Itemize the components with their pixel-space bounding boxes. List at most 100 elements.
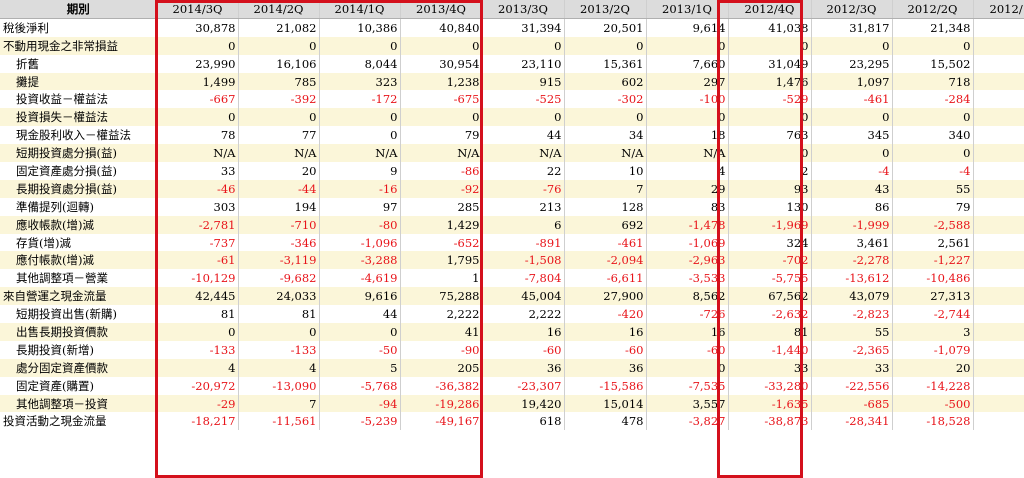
value-cell: 15,502 <box>892 54 974 73</box>
value-cell: 10 <box>564 162 647 180</box>
value-cell: 478 <box>564 412 647 431</box>
value-cell: -5,0 <box>973 269 1024 288</box>
row-label: 長期投資(新增) <box>0 340 158 359</box>
value-cell: 15,014 <box>564 394 647 413</box>
value-cell: -5,239 <box>319 412 401 431</box>
value-cell: N/A <box>646 144 729 163</box>
value-cell: -3,119 <box>238 251 320 270</box>
value-cell: 79 <box>892 197 974 216</box>
value-cell: 618 <box>482 412 565 431</box>
value-cell: 0 <box>238 323 320 341</box>
value-cell: 81 <box>157 305 239 324</box>
value-cell: 0 <box>238 36 320 55</box>
value-cell <box>973 179 1024 198</box>
value-cell: 9,8 <box>973 18 1024 37</box>
value-cell: 0 <box>892 36 974 55</box>
row-label: 投資收益－權益法 <box>0 90 158 109</box>
value-cell: 0 <box>400 108 483 127</box>
value-cell: 1,499 <box>157 72 239 91</box>
value-cell: -1,999 <box>811 215 893 234</box>
value-cell: 41,038 <box>728 18 812 37</box>
value-cell: -3,2 <box>973 305 1024 324</box>
table-row: 投資收益－權益法 -667 -392 -172 -675 -525 -302 -100 -529… <box>0 90 1024 109</box>
value-cell: 323 <box>319 72 401 91</box>
table-row: 攤提 1,499 785 323 1,238 915 602 297 1,476 1,097 718… <box>0 72 1024 91</box>
value-cell: -710 <box>238 215 320 234</box>
table-row: 應收帳款(增)減 -2,781 -710 -80 1,429 6 692 -1,478 -1,9… <box>0 215 1024 234</box>
value-cell: -1,079 <box>892 340 974 359</box>
value-cell: 9,616 <box>319 287 401 306</box>
value-cell: 16 <box>564 323 647 341</box>
value-cell: 0 <box>892 108 974 127</box>
value-cell: -1,069 <box>646 233 729 252</box>
value-cell: -726 <box>646 305 729 324</box>
value-cell: -36,382 <box>400 376 483 395</box>
table-row: 出售長期投資價款 0 0 0 41 16 16 16 81 55 3 <box>0 323 1024 341</box>
value-cell: -525 <box>482 90 565 109</box>
value-cell: 31,049 <box>728 54 812 73</box>
value-cell: 36 <box>564 358 647 377</box>
value-cell: -5,755 <box>728 269 812 288</box>
value-cell: 205 <box>400 358 483 377</box>
value-cell: -461 <box>811 90 893 109</box>
value-cell: 0 <box>157 323 239 341</box>
value-cell: 81 <box>728 323 812 341</box>
value-cell: -86 <box>400 162 483 180</box>
value-cell: -420 <box>564 305 647 324</box>
value-cell: N/A <box>157 144 239 163</box>
value-cell: 0 <box>811 144 893 163</box>
value-cell <box>973 144 1024 163</box>
value-cell: 297 <box>646 72 729 91</box>
value-cell: -1,440 <box>728 340 812 359</box>
table-row: 固定資產處分損(益) 33 20 9 -86 22 10 4 2 -4 -4 <box>0 162 1024 180</box>
row-label: 來自營運之現金流量 <box>0 287 158 306</box>
value-cell: -19,286 <box>400 394 483 413</box>
value-cell: 4 <box>238 358 320 377</box>
value-cell: -2,963 <box>646 251 729 270</box>
value-cell: -100 <box>646 90 729 109</box>
value-cell: 0 <box>157 108 239 127</box>
value-cell: -3,533 <box>646 269 729 288</box>
value-cell: -2,0 <box>973 251 1024 270</box>
value-cell: 15,361 <box>564 54 647 73</box>
value-cell: -94 <box>319 394 401 413</box>
value-cell: -2,744 <box>892 305 974 324</box>
value-cell: 30,954 <box>400 54 483 73</box>
value-cell: 3 <box>892 323 974 341</box>
value-cell: -50 <box>319 340 401 359</box>
value-cell: 27,900 <box>564 287 647 306</box>
value-cell: -133 <box>238 340 320 359</box>
value-cell: 97 <box>319 197 401 216</box>
value-cell: 43,079 <box>811 287 893 306</box>
value-cell: -284 <box>892 90 974 109</box>
value-cell: -3,827 <box>646 412 729 431</box>
value-cell: 2,222 <box>400 305 483 324</box>
value-cell: -44 <box>238 179 320 198</box>
value-cell: 21,348 <box>892 18 974 37</box>
table-row: 處分固定資產價款 4 4 5 205 36 36 0 33 33 20 <box>0 358 1024 377</box>
value-cell: 0 <box>646 36 729 55</box>
value-cell: 7,660 <box>646 54 729 73</box>
value-cell: 0 <box>564 36 647 55</box>
value-cell: 67,562 <box>728 287 812 306</box>
value-cell: -4 <box>973 340 1024 359</box>
value-cell: 5 <box>319 358 401 377</box>
value-cell: 0 <box>319 36 401 55</box>
value-cell: -4 <box>892 162 974 180</box>
value-cell: -6,611 <box>564 269 647 288</box>
cash-flow-body: 稅後淨利 30,878 21,082 10,386 40,840 31,394 20,501… <box>0 18 1024 431</box>
value-cell: -60 <box>482 340 565 359</box>
value-cell: 345 <box>811 126 893 145</box>
value-cell: -11,561 <box>238 412 320 431</box>
value-cell <box>973 36 1024 55</box>
period-header: 2014/3Q <box>157 0 239 19</box>
row-label: 稅後淨利 <box>0 18 158 37</box>
value-cell: -133 <box>157 340 239 359</box>
value-cell: 3,557 <box>646 394 729 413</box>
value-cell: 0 <box>564 108 647 127</box>
row-label: 存貨(增)減 <box>0 233 158 252</box>
period-header-label: 期別 <box>0 0 158 19</box>
value-cell: -1,969 <box>728 215 812 234</box>
value-cell: 602 <box>564 72 647 91</box>
value-cell: -10,486 <box>892 269 974 288</box>
